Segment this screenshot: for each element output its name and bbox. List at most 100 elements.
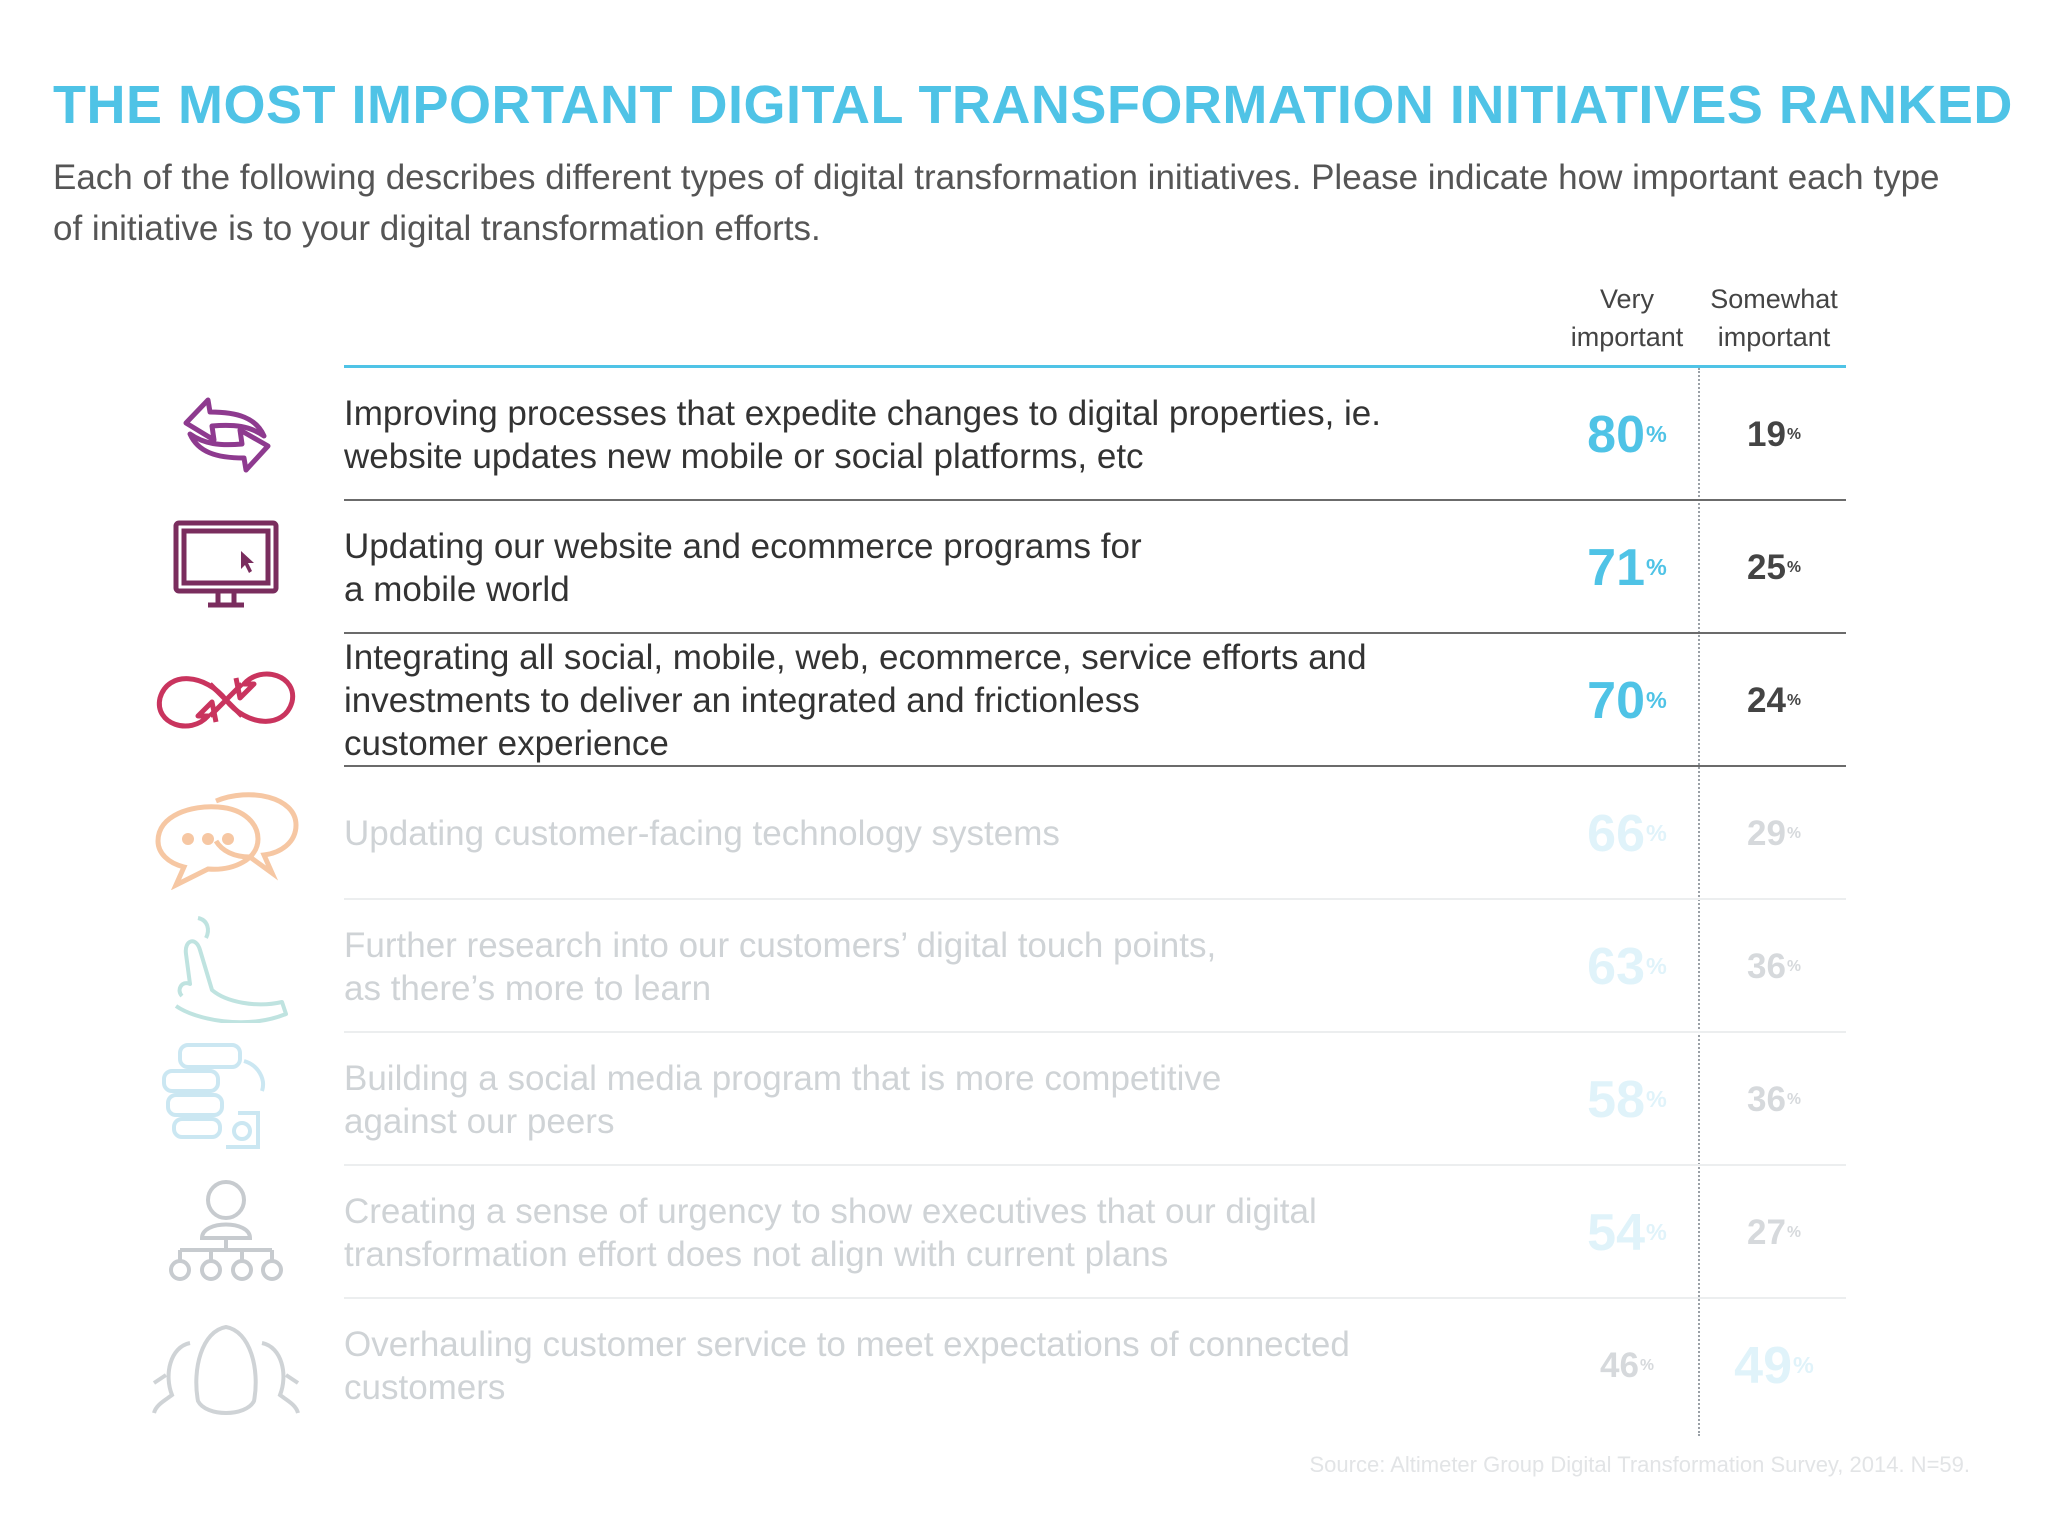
table-row: Further research into our customers’ dig… [0, 900, 2048, 1033]
column-header-very-line-1: Very [1599, 284, 1655, 314]
initiative-label: Updating customer-facing technology syst… [344, 767, 1524, 900]
somewhat-important-value: 29% [1699, 767, 1849, 900]
percent-sign: % [1646, 421, 1667, 447]
very-important-value: 66% [1552, 767, 1702, 900]
percent-sign: % [1646, 687, 1667, 713]
percent-sign: % [1786, 957, 1801, 975]
percent-number: 36 [1747, 1079, 1786, 1119]
initiative-label-line: Building a social media program that is … [344, 1058, 1222, 1098]
percent-number: 25 [1747, 547, 1786, 587]
very-important-value: 71% [1552, 501, 1702, 634]
initiative-label-line: Updating our website and ecommerce progr… [344, 526, 1142, 566]
row-divider [344, 1164, 1846, 1166]
customer-group-icon [146, 1309, 306, 1422]
row-divider [344, 1297, 1846, 1299]
column-header-somewhat-line-2: important [1717, 322, 1831, 352]
initiative-label: Further research into our customers’ dig… [344, 900, 1524, 1033]
percent-sign: % [1646, 1219, 1667, 1245]
table-row: Updating our website and ecommerce progr… [0, 501, 2048, 634]
initiative-label-line: Overhauling customer service to meet exp… [344, 1324, 1350, 1364]
percent-sign: % [1646, 953, 1667, 979]
percent-number: 29 [1747, 813, 1786, 853]
initiative-label-line: investments to deliver an integrated and… [344, 681, 1140, 720]
row-divider [344, 499, 1846, 501]
chart-title: THE MOST IMPORTANT DIGITAL TRANSFORMATIO… [53, 75, 2013, 135]
very-important-value: 58% [1552, 1033, 1702, 1166]
initiative-label-line: against our peers [344, 1101, 615, 1141]
percent-sign: % [1646, 1086, 1667, 1112]
initiative-label-line: customers [344, 1367, 506, 1407]
percent-sign: % [1786, 1223, 1801, 1241]
chart-subtitle: Each of the following describes differen… [53, 158, 1940, 248]
initiative-label-line: Improving processes that expedite change… [344, 393, 1381, 433]
row-divider [344, 632, 1846, 634]
table-row: Building a social media program that is … [0, 1033, 2048, 1166]
source-note: Source: Altimeter Group Digital Transfor… [1309, 1452, 1970, 1477]
table-row: Improving processes that expedite change… [0, 368, 2048, 501]
somewhat-important-value: 25% [1699, 501, 1849, 634]
initiative-label: Updating our website and ecommerce progr… [344, 501, 1524, 634]
column-header-very-line-2: important [1570, 322, 1684, 352]
row-divider [344, 765, 1846, 767]
initiative-label-line: Integrating all social, mobile, web, eco… [344, 638, 1367, 677]
initiative-label: Overhauling customer service to meet exp… [344, 1299, 1524, 1432]
percent-sign: % [1786, 824, 1801, 842]
percent-sign: % [1639, 1356, 1654, 1374]
org-chart-icon [146, 1176, 306, 1289]
initiative-label: Building a social media program that is … [344, 1033, 1524, 1166]
initiative-label: Improving processes that expedite change… [344, 368, 1524, 501]
percent-sign: % [1646, 554, 1667, 580]
very-important-value: 46% [1552, 1299, 1702, 1432]
initiative-label: Creating a sense of urgency to show exec… [344, 1166, 1524, 1299]
somewhat-important-value: 27% [1699, 1166, 1849, 1299]
speech-bubbles-icon [146, 777, 306, 891]
percent-sign: % [1786, 1090, 1801, 1108]
percent-number: 70 [1587, 671, 1646, 730]
percent-sign: % [1786, 558, 1801, 576]
column-header-very-important: Very important [1552, 280, 1702, 356]
infinity-arrows-icon [146, 644, 306, 757]
initiative-label-line: Updating customer-facing technology syst… [344, 814, 1060, 853]
very-important-value: 70% [1552, 634, 1702, 767]
percent-number: 71 [1587, 538, 1646, 597]
initiative-label-line: website updates new mobile or social pla… [344, 436, 1144, 476]
percent-number: 80 [1587, 405, 1646, 464]
percent-sign: % [1646, 820, 1667, 846]
percent-sign: % [1786, 425, 1801, 443]
initiative-label-line: transformation effort does not align wit… [344, 1234, 1169, 1274]
table-row: Creating a sense of urgency to show exec… [0, 1166, 2048, 1299]
percent-number: 27 [1747, 1212, 1786, 1252]
percent-sign: % [1786, 691, 1801, 709]
initiative-label-line: Further research into our customers’ dig… [344, 925, 1217, 965]
somewhat-important-value: 24% [1699, 634, 1849, 767]
hand-touch-icon [146, 910, 306, 1025]
percent-number: 66 [1587, 804, 1646, 863]
column-separator [1698, 368, 1700, 1436]
initiative-label: Integrating all social, mobile, web, eco… [344, 634, 1524, 767]
somewhat-important-value: 19% [1699, 368, 1849, 501]
table-row: Updating customer-facing technology syst… [0, 767, 2048, 900]
percent-number: 49 [1734, 1336, 1793, 1395]
arrows-exchange-icon [146, 378, 306, 491]
percent-number: 63 [1587, 937, 1646, 996]
table-row: Integrating all social, mobile, web, eco… [0, 634, 2048, 767]
column-header-somewhat-line-1: Somewhat [1710, 284, 1838, 314]
somewhat-important-value: 36% [1699, 1033, 1849, 1166]
very-important-value: 80% [1552, 368, 1702, 501]
column-header-somewhat-important: Somewhat important [1699, 280, 1849, 356]
percent-number: 58 [1587, 1070, 1646, 1129]
initiative-label-line: Creating a sense of urgency to show exec… [344, 1191, 1317, 1231]
percent-number: 36 [1747, 946, 1786, 986]
percent-number: 54 [1587, 1203, 1646, 1262]
header-rule [344, 365, 1846, 368]
row-divider [344, 1031, 1846, 1033]
somewhat-important-value: 49% [1699, 1299, 1849, 1432]
percent-sign: % [1793, 1352, 1814, 1378]
monitor-cursor-icon [146, 511, 306, 624]
social-hands-icon [146, 1043, 306, 1156]
somewhat-important-value: 36% [1699, 900, 1849, 1033]
very-important-value: 63% [1552, 900, 1702, 1033]
percent-number: 46 [1600, 1345, 1639, 1385]
initiative-label-line: as there’s more to learn [344, 968, 712, 1008]
percent-number: 24 [1747, 680, 1786, 720]
